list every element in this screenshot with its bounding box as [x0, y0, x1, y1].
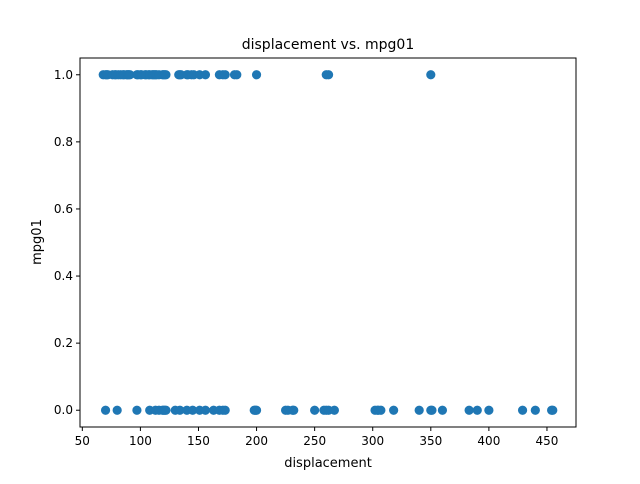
data-point: [251, 405, 262, 415]
data-point: [472, 405, 482, 415]
data-point: [426, 70, 436, 80]
chart-title: displacement vs. mpg01: [242, 37, 415, 53]
data-point: [220, 70, 230, 80]
data-point: [530, 405, 540, 415]
x-tick-label: 50: [75, 434, 90, 448]
data-point: [548, 405, 558, 415]
data-point: [464, 405, 474, 415]
data-point: [517, 405, 528, 415]
x-tick-label: 300: [361, 434, 384, 448]
x-tick-label: 400: [477, 434, 500, 448]
data-point: [161, 405, 171, 415]
y-axis-ticks: 0.0 0.2 0.4 0.6 0.8 1.0: [54, 68, 80, 417]
data-points: [98, 70, 558, 415]
data-point: [112, 405, 122, 415]
data-point: [161, 70, 171, 80]
data-point: [125, 70, 135, 80]
y-axis-label: mpg01: [30, 219, 45, 265]
data-point: [427, 405, 437, 415]
y-tick-label: 0.2: [54, 336, 73, 350]
data-point: [329, 405, 339, 415]
data-point: [200, 70, 211, 80]
data-point: [323, 70, 334, 80]
data-point: [100, 405, 111, 415]
x-tick-label: 250: [303, 434, 326, 448]
x-tick-label: 350: [419, 434, 442, 448]
data-point: [220, 405, 230, 415]
x-tick-label: 450: [536, 434, 559, 448]
data-point: [376, 405, 386, 415]
x-axis-ticks: 50 100 150 200 250 300 350 400 450: [75, 427, 559, 448]
data-point: [188, 405, 198, 415]
data-point: [132, 405, 142, 415]
data-point: [251, 70, 262, 80]
data-point: [200, 405, 211, 415]
data-point: [437, 405, 448, 415]
data-point: [310, 405, 320, 415]
x-tick-label: 100: [129, 434, 152, 448]
x-tick-label: 150: [187, 434, 210, 448]
data-point: [175, 405, 185, 415]
data-point: [232, 70, 242, 80]
y-tick-label: 1.0: [54, 68, 73, 82]
y-tick-label: 0.6: [54, 202, 73, 216]
data-point: [389, 405, 399, 415]
y-tick-label: 0.0: [54, 403, 73, 417]
x-tick-label: 200: [245, 434, 268, 448]
y-tick-label: 0.4: [54, 269, 73, 283]
plot-frame: [79, 57, 577, 428]
data-point: [414, 405, 424, 415]
data-point: [484, 405, 494, 415]
data-point: [289, 405, 299, 415]
y-tick-label: 0.8: [54, 135, 73, 149]
x-axis-label: displacement: [284, 456, 372, 471]
